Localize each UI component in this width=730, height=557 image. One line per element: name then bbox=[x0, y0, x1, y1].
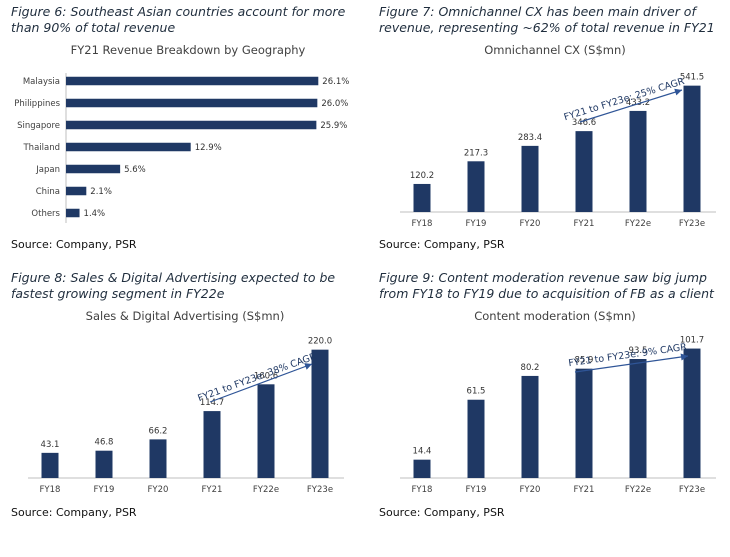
x-tick-label: FY20 bbox=[148, 485, 169, 495]
data-label: 14.4 bbox=[413, 447, 432, 457]
bar bbox=[683, 348, 701, 478]
cagr-annotation: FY21 to FY23e: 25% CAGR bbox=[563, 76, 687, 123]
data-label: 120.2 bbox=[410, 171, 434, 181]
x-tick-label: FY22e bbox=[253, 485, 279, 495]
data-label: 12.9% bbox=[195, 143, 222, 153]
bar bbox=[66, 208, 80, 218]
bar bbox=[41, 452, 59, 478]
bar bbox=[311, 349, 329, 478]
x-tick-label: FY20 bbox=[520, 219, 541, 229]
data-label: 26.1% bbox=[322, 77, 349, 87]
cagr-arrowhead bbox=[304, 363, 312, 370]
x-tick-label: FY18 bbox=[412, 485, 433, 495]
data-label: 1.4% bbox=[84, 209, 106, 219]
x-tick-label: FY21 bbox=[202, 485, 223, 495]
bar bbox=[66, 186, 87, 196]
x-tick-label: FY21 bbox=[574, 485, 595, 495]
x-tick-label: FY22e bbox=[625, 485, 651, 495]
bar bbox=[467, 161, 485, 212]
data-label: 43.1 bbox=[41, 440, 60, 450]
bar bbox=[66, 142, 191, 152]
figure-9-source: Source: Company, PSR bbox=[379, 506, 505, 519]
data-label: 46.8 bbox=[95, 438, 114, 448]
data-label: 433.2 bbox=[626, 98, 650, 108]
bar bbox=[203, 411, 221, 478]
data-label: 25.9% bbox=[320, 121, 347, 131]
chart-title: Sales & Digital Advertising (S$mn) bbox=[86, 309, 285, 323]
figure-8-caption: Figure 8: Sales & Digital Advertising ex… bbox=[11, 270, 336, 301]
bar bbox=[629, 359, 647, 478]
bar bbox=[66, 164, 121, 174]
category-label: Philippines bbox=[14, 99, 60, 109]
cagr-annotation: FY21 to FY23e: 38% CAGR bbox=[196, 351, 318, 404]
data-label: 114.7 bbox=[200, 398, 224, 408]
data-label: 160.6 bbox=[254, 371, 278, 381]
cagr-arrow-line bbox=[579, 89, 683, 123]
x-tick-label: FY23e bbox=[679, 485, 705, 495]
bar bbox=[575, 368, 593, 478]
cagr-arrowhead bbox=[674, 88, 682, 96]
category-label: Thailand bbox=[22, 143, 60, 153]
chart-title: FY21 Revenue Breakdown by Geography bbox=[71, 43, 306, 57]
bar bbox=[575, 131, 593, 212]
geography-bar-chart: FY21 Revenue Breakdown by Geography Malay… bbox=[14, 43, 349, 223]
data-label: 85.9 bbox=[575, 356, 594, 366]
data-label: 26.0% bbox=[321, 99, 348, 109]
data-label: 220.0 bbox=[308, 337, 332, 347]
data-label: 217.3 bbox=[464, 148, 488, 158]
category-label: China bbox=[36, 187, 60, 197]
bar bbox=[521, 375, 539, 478]
category-label: Japan bbox=[35, 165, 60, 175]
data-label: 5.6% bbox=[124, 165, 146, 175]
figure-9-caption: Figure 9: Content moderation revenue saw… bbox=[379, 270, 714, 301]
chart-title: Omnichannel CX (S$mn) bbox=[484, 43, 626, 57]
bar bbox=[149, 439, 167, 478]
bar bbox=[66, 120, 317, 130]
cagr-arrow-line bbox=[209, 363, 313, 403]
category-label: Singapore bbox=[17, 121, 60, 131]
data-label: 101.7 bbox=[680, 336, 704, 346]
x-tick-label: FY18 bbox=[40, 485, 61, 495]
x-tick-label: FY19 bbox=[466, 485, 487, 495]
sales-digital-advertising-bar-chart: Sales & Digital Advertising (S$mn) 43.1 FY… bbox=[28, 309, 344, 495]
figure-6-source: Source: Company, PSR bbox=[11, 238, 137, 251]
data-label: 93.5 bbox=[629, 346, 648, 356]
data-label: 80.2 bbox=[521, 363, 540, 373]
data-label: 66.2 bbox=[149, 426, 168, 436]
bar bbox=[629, 110, 647, 212]
data-label: 283.4 bbox=[518, 133, 542, 143]
x-tick-label: FY20 bbox=[520, 485, 541, 495]
cagr-arrow-line bbox=[574, 355, 689, 373]
bar bbox=[95, 450, 113, 478]
figure-7-source: Source: Company, PSR bbox=[379, 238, 505, 251]
x-tick-label: FY23e bbox=[679, 219, 705, 229]
x-tick-label: FY19 bbox=[466, 219, 487, 229]
bar bbox=[413, 459, 431, 478]
bar bbox=[467, 399, 485, 478]
data-label: 61.5 bbox=[467, 387, 486, 397]
chart-title: Content moderation (S$mn) bbox=[474, 309, 636, 323]
category-label: Others bbox=[31, 209, 60, 219]
content-moderation-bar-chart: Content moderation (S$mn) 14.4 FY18 61.5 FY1… bbox=[400, 309, 716, 495]
figure-8-source: Source: Company, PSR bbox=[11, 506, 137, 519]
data-label: 541.5 bbox=[680, 73, 704, 83]
data-label: 2.1% bbox=[90, 187, 112, 197]
bar bbox=[66, 76, 319, 86]
bar bbox=[66, 98, 318, 108]
data-label: 346.6 bbox=[572, 118, 596, 128]
x-tick-label: FY21 bbox=[574, 219, 595, 229]
bar bbox=[521, 145, 539, 212]
x-tick-label: FY23e bbox=[307, 485, 333, 495]
bar bbox=[683, 85, 701, 212]
cagr-arrowhead bbox=[680, 353, 688, 361]
x-tick-label: FY18 bbox=[412, 219, 433, 229]
bar bbox=[257, 384, 275, 478]
omnichannel-cx-bar-chart: Omnichannel CX (S$mn) 120.2 FY18 217.3 FY19 2… bbox=[400, 43, 716, 229]
category-label: Malaysia bbox=[23, 77, 60, 87]
bar bbox=[413, 183, 431, 212]
x-tick-label: FY22e bbox=[625, 219, 651, 229]
x-tick-label: FY19 bbox=[94, 485, 115, 495]
figure-6-caption: Figure 6: Southeast Asian countries acco… bbox=[11, 4, 346, 35]
figure-7-caption: Figure 7: Omnichannel CX has been main d… bbox=[379, 4, 715, 35]
